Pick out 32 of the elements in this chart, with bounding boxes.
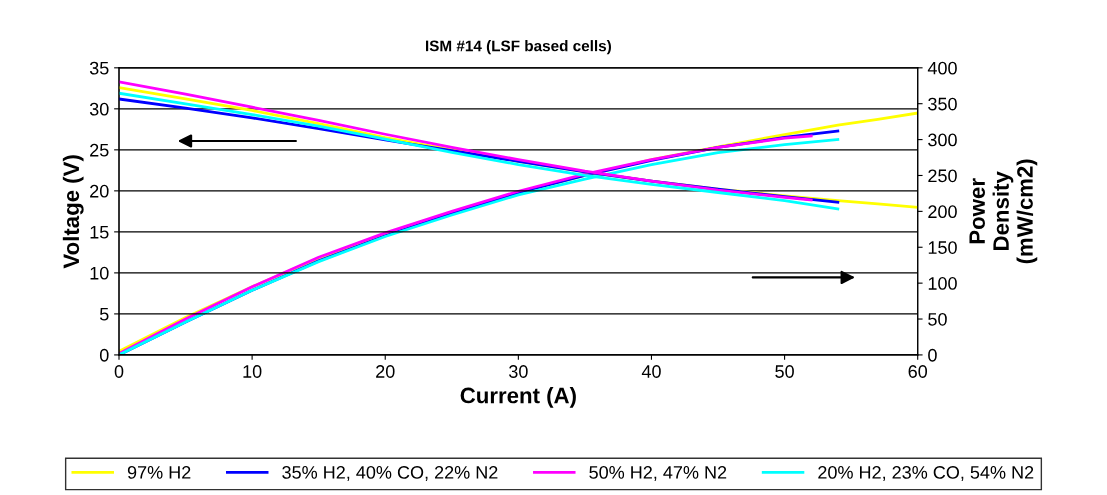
y2-tick-label: 400 <box>927 61 957 75</box>
y-tick-label: 15 <box>90 225 109 239</box>
y2-tick-label: 300 <box>928 133 957 147</box>
y-tick-label: 0 <box>99 348 109 362</box>
y2-tick-label: 350 <box>928 97 957 111</box>
legend-label: 20% H2, 23% CO, 54% N2 <box>818 466 1034 481</box>
y-axis-title: Voltage (V) <box>62 155 84 269</box>
x-axis-title: Current (A) <box>460 387 576 408</box>
x-tick-label: 50 <box>775 365 794 378</box>
y-tick-label: 25 <box>90 143 109 157</box>
y2-tick-label: 150 <box>928 241 957 254</box>
legend-label: 50% H2, 47% N2 <box>589 466 727 481</box>
y2-tick-label: 100 <box>928 277 957 290</box>
y2-tick-label: 50 <box>928 312 947 326</box>
legend-label: 35% H2, 40% CO, 22% N2 <box>282 466 498 481</box>
y2-axis-title: Power Density (mW/cm2) <box>969 159 1038 264</box>
y2-tick-label: 200 <box>928 205 957 219</box>
y2-tick-label: 0 <box>928 348 937 362</box>
x-tick-label: 10 <box>243 365 262 378</box>
y-tick-label: 30 <box>89 102 109 116</box>
x-tick-label: 20 <box>376 365 395 378</box>
y-tick-label: 5 <box>99 308 109 321</box>
x-tick-label: 30 <box>509 365 528 378</box>
y-tick-label: 10 <box>90 266 109 280</box>
y2-tick-label: 250 <box>928 169 957 183</box>
y-tick-label: 20 <box>90 184 109 198</box>
chart-title: ISM #14 (LSF based cells) <box>425 40 611 55</box>
legend-label: 97% H2 <box>127 466 191 479</box>
x-tick-label: 0 <box>114 365 124 378</box>
x-tick-label: 60 <box>908 365 928 378</box>
x-tick-label: 40 <box>641 365 661 378</box>
y-tick-label: 35 <box>89 61 109 75</box>
